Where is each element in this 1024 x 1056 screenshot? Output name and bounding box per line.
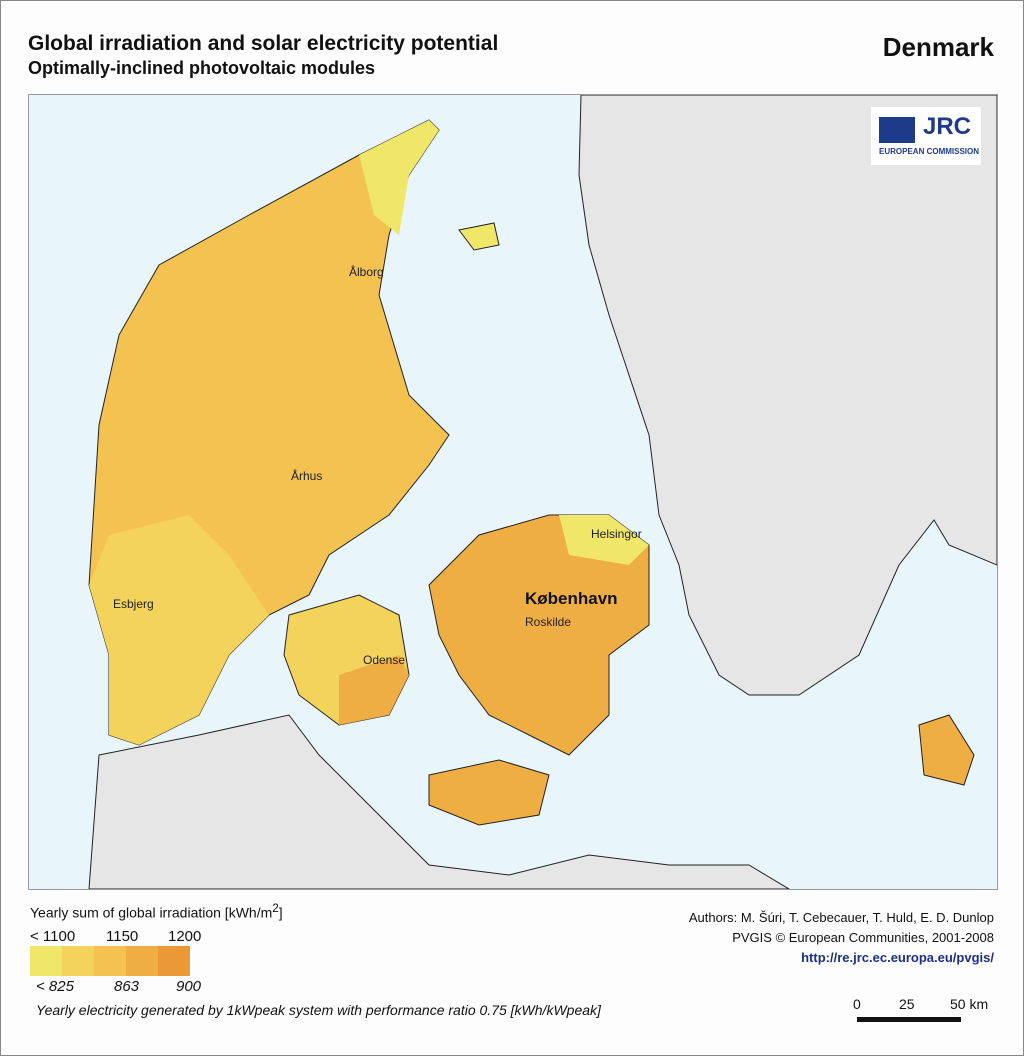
country-name: Denmark (882, 32, 994, 62)
scale-label: 50 km (950, 996, 989, 1012)
authors: Authors: M. Šúri, T. Cebecauer, T. Huld,… (688, 910, 994, 925)
jrc-logo: JRC EUROPEAN COMMISSION (871, 107, 981, 165)
legend-bottom-label: 900 (176, 978, 202, 995)
scale-label: 0 (853, 996, 861, 1012)
map-title: Global irradiation and solar electricity… (28, 32, 499, 55)
scale-label: 25 (899, 996, 915, 1012)
legend-color-scale (30, 946, 190, 976)
eu-flag-icon (879, 117, 915, 143)
map-subtitle: Optimally-inclined photovoltaic modules (28, 58, 376, 78)
legend-title: Yearly sum of global irradiation [kWh/m2… (30, 902, 283, 921)
city-label-odense: Odense (363, 653, 406, 667)
credits: Authors: M. Šúri, T. Cebecauer, T. Huld,… (689, 908, 994, 968)
legend-top-label: 1150 (106, 928, 139, 945)
scale-bar (857, 1017, 961, 1022)
city-label-alborg: Ålborg (349, 265, 384, 279)
pvgis-link[interactable]: http://re.jrc.ec.europa.eu/pvgis/ (801, 950, 994, 965)
map-area[interactable]: JRC EUROPEAN COMMISSION Ålborg Århus Esb… (28, 94, 998, 890)
legend-note: Yearly electricity generated by 1kWpeak … (36, 1002, 601, 1018)
legend-top-label: 1200 (168, 928, 202, 945)
copyright: PVGIS © European Communities, 2001-2008 (732, 930, 994, 945)
legend-bottom-label: 863 (114, 978, 140, 995)
legend-swatch (30, 946, 62, 976)
legend-swatch (94, 946, 126, 976)
city-label-roskilde: Roskilde (525, 615, 572, 629)
capital-label-kobenhavn: København (525, 589, 618, 608)
legend-top-label: < 1100 (30, 928, 76, 945)
legend-swatch (62, 946, 94, 976)
legend-swatch (126, 946, 158, 976)
denmark-map-graphic (88, 95, 997, 889)
city-label-esbjerg: Esbjerg (113, 597, 154, 611)
city-label-helsingor: Helsingor (591, 527, 642, 541)
legend-swatch (158, 946, 190, 976)
city-label-arhus: Århus (291, 469, 323, 483)
legend-bottom-label: < 825 (36, 978, 74, 995)
